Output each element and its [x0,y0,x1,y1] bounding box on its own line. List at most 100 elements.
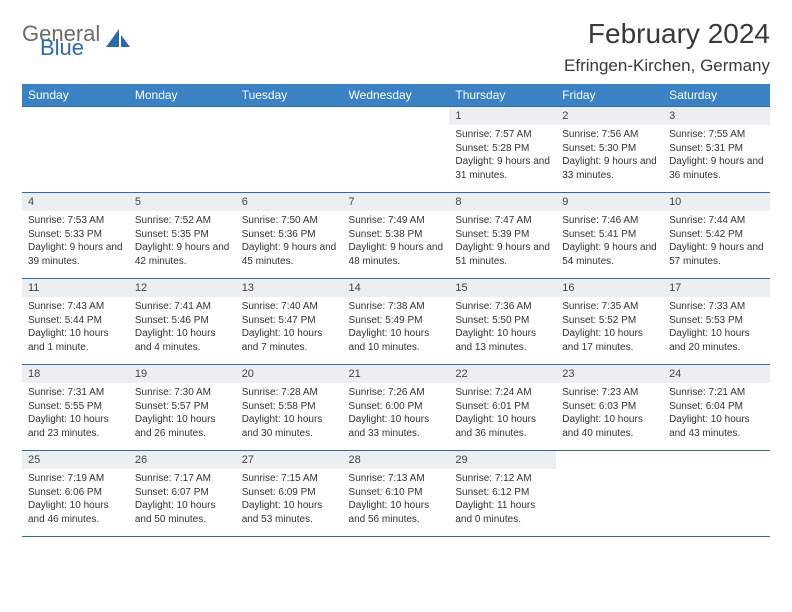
logo-text: General Blue [22,24,100,58]
day-number: 23 [556,365,663,383]
day-details: Sunrise: 7:12 AMSunset: 6:12 PMDaylight:… [449,469,556,530]
empty-cell [22,107,129,193]
day-number: 27 [236,451,343,469]
day-details: Sunrise: 7:26 AMSunset: 6:00 PMDaylight:… [343,383,450,444]
day-cell: 1Sunrise: 7:57 AMSunset: 5:28 PMDaylight… [449,107,556,193]
day-cell: 6Sunrise: 7:50 AMSunset: 5:36 PMDaylight… [236,193,343,279]
day-details: Sunrise: 7:15 AMSunset: 6:09 PMDaylight:… [236,469,343,530]
day-details: Sunrise: 7:38 AMSunset: 5:49 PMDaylight:… [343,297,450,358]
day-number: 20 [236,365,343,383]
day-cell: 11Sunrise: 7:43 AMSunset: 5:44 PMDayligh… [22,279,129,365]
day-details: Sunrise: 7:23 AMSunset: 6:03 PMDaylight:… [556,383,663,444]
day-number: 29 [449,451,556,469]
day-details: Sunrise: 7:55 AMSunset: 5:31 PMDaylight:… [663,125,770,186]
day-details: Sunrise: 7:24 AMSunset: 6:01 PMDaylight:… [449,383,556,444]
sail-icon [106,29,130,54]
day-details: Sunrise: 7:36 AMSunset: 5:50 PMDaylight:… [449,297,556,358]
day-cell: 19Sunrise: 7:30 AMSunset: 5:57 PMDayligh… [129,365,236,451]
calendar-row: 11Sunrise: 7:43 AMSunset: 5:44 PMDayligh… [22,279,770,365]
day-details: Sunrise: 7:21 AMSunset: 6:04 PMDaylight:… [663,383,770,444]
weekday-header: Monday [129,84,236,107]
calendar-row: 25Sunrise: 7:19 AMSunset: 6:06 PMDayligh… [22,451,770,537]
day-number: 8 [449,193,556,211]
day-cell: 12Sunrise: 7:41 AMSunset: 5:46 PMDayligh… [129,279,236,365]
day-number: 26 [129,451,236,469]
day-number: 21 [343,365,450,383]
weekday-header: Thursday [449,84,556,107]
weekday-header: Sunday [22,84,129,107]
day-number: 22 [449,365,556,383]
day-details: Sunrise: 7:41 AMSunset: 5:46 PMDaylight:… [129,297,236,358]
day-number: 3 [663,107,770,125]
empty-cell [236,107,343,193]
day-details: Sunrise: 7:13 AMSunset: 6:10 PMDaylight:… [343,469,450,530]
day-cell: 8Sunrise: 7:47 AMSunset: 5:39 PMDaylight… [449,193,556,279]
day-cell: 4Sunrise: 7:53 AMSunset: 5:33 PMDaylight… [22,193,129,279]
day-cell: 25Sunrise: 7:19 AMSunset: 6:06 PMDayligh… [22,451,129,537]
day-number: 15 [449,279,556,297]
day-details: Sunrise: 7:50 AMSunset: 5:36 PMDaylight:… [236,211,343,272]
calendar-body: 1Sunrise: 7:57 AMSunset: 5:28 PMDaylight… [22,107,770,537]
day-details: Sunrise: 7:44 AMSunset: 5:42 PMDaylight:… [663,211,770,272]
day-cell: 18Sunrise: 7:31 AMSunset: 5:55 PMDayligh… [22,365,129,451]
day-cell: 23Sunrise: 7:23 AMSunset: 6:03 PMDayligh… [556,365,663,451]
day-number: 14 [343,279,450,297]
empty-cell [556,451,663,537]
day-cell: 17Sunrise: 7:33 AMSunset: 5:53 PMDayligh… [663,279,770,365]
day-cell: 26Sunrise: 7:17 AMSunset: 6:07 PMDayligh… [129,451,236,537]
calendar: SundayMondayTuesdayWednesdayThursdayFrid… [22,84,770,537]
day-number: 9 [556,193,663,211]
logo: General Blue [22,24,130,58]
day-cell: 10Sunrise: 7:44 AMSunset: 5:42 PMDayligh… [663,193,770,279]
empty-cell [663,451,770,537]
page-title: February 2024 [564,18,770,50]
day-number: 1 [449,107,556,125]
day-cell: 22Sunrise: 7:24 AMSunset: 6:01 PMDayligh… [449,365,556,451]
day-number: 25 [22,451,129,469]
day-number: 28 [343,451,450,469]
logo-blue: Blue [40,38,100,58]
title-block: February 2024 Efringen-Kirchen, Germany [564,18,770,76]
day-cell: 28Sunrise: 7:13 AMSunset: 6:10 PMDayligh… [343,451,450,537]
day-cell: 9Sunrise: 7:46 AMSunset: 5:41 PMDaylight… [556,193,663,279]
day-cell: 14Sunrise: 7:38 AMSunset: 5:49 PMDayligh… [343,279,450,365]
day-number: 13 [236,279,343,297]
calendar-row: 1Sunrise: 7:57 AMSunset: 5:28 PMDaylight… [22,107,770,193]
day-number: 24 [663,365,770,383]
day-number: 7 [343,193,450,211]
day-cell: 29Sunrise: 7:12 AMSunset: 6:12 PMDayligh… [449,451,556,537]
day-number: 5 [129,193,236,211]
day-cell: 27Sunrise: 7:15 AMSunset: 6:09 PMDayligh… [236,451,343,537]
empty-cell [343,107,450,193]
day-number: 12 [129,279,236,297]
calendar-header: SundayMondayTuesdayWednesdayThursdayFrid… [22,84,770,107]
day-cell: 3Sunrise: 7:55 AMSunset: 5:31 PMDaylight… [663,107,770,193]
day-cell: 13Sunrise: 7:40 AMSunset: 5:47 PMDayligh… [236,279,343,365]
day-details: Sunrise: 7:57 AMSunset: 5:28 PMDaylight:… [449,125,556,186]
day-cell: 5Sunrise: 7:52 AMSunset: 5:35 PMDaylight… [129,193,236,279]
weekday-header: Wednesday [343,84,450,107]
day-details: Sunrise: 7:33 AMSunset: 5:53 PMDaylight:… [663,297,770,358]
weekday-header: Saturday [663,84,770,107]
day-details: Sunrise: 7:35 AMSunset: 5:52 PMDaylight:… [556,297,663,358]
day-number: 6 [236,193,343,211]
location: Efringen-Kirchen, Germany [564,56,770,76]
day-details: Sunrise: 7:17 AMSunset: 6:07 PMDaylight:… [129,469,236,530]
day-details: Sunrise: 7:46 AMSunset: 5:41 PMDaylight:… [556,211,663,272]
day-number: 4 [22,193,129,211]
day-cell: 24Sunrise: 7:21 AMSunset: 6:04 PMDayligh… [663,365,770,451]
day-cell: 15Sunrise: 7:36 AMSunset: 5:50 PMDayligh… [449,279,556,365]
day-number: 2 [556,107,663,125]
day-number: 18 [22,365,129,383]
day-number: 16 [556,279,663,297]
day-number: 19 [129,365,236,383]
weekday-header: Friday [556,84,663,107]
day-details: Sunrise: 7:28 AMSunset: 5:58 PMDaylight:… [236,383,343,444]
day-details: Sunrise: 7:47 AMSunset: 5:39 PMDaylight:… [449,211,556,272]
calendar-row: 18Sunrise: 7:31 AMSunset: 5:55 PMDayligh… [22,365,770,451]
day-cell: 16Sunrise: 7:35 AMSunset: 5:52 PMDayligh… [556,279,663,365]
day-cell: 21Sunrise: 7:26 AMSunset: 6:00 PMDayligh… [343,365,450,451]
day-cell: 2Sunrise: 7:56 AMSunset: 5:30 PMDaylight… [556,107,663,193]
day-details: Sunrise: 7:19 AMSunset: 6:06 PMDaylight:… [22,469,129,530]
day-details: Sunrise: 7:30 AMSunset: 5:57 PMDaylight:… [129,383,236,444]
